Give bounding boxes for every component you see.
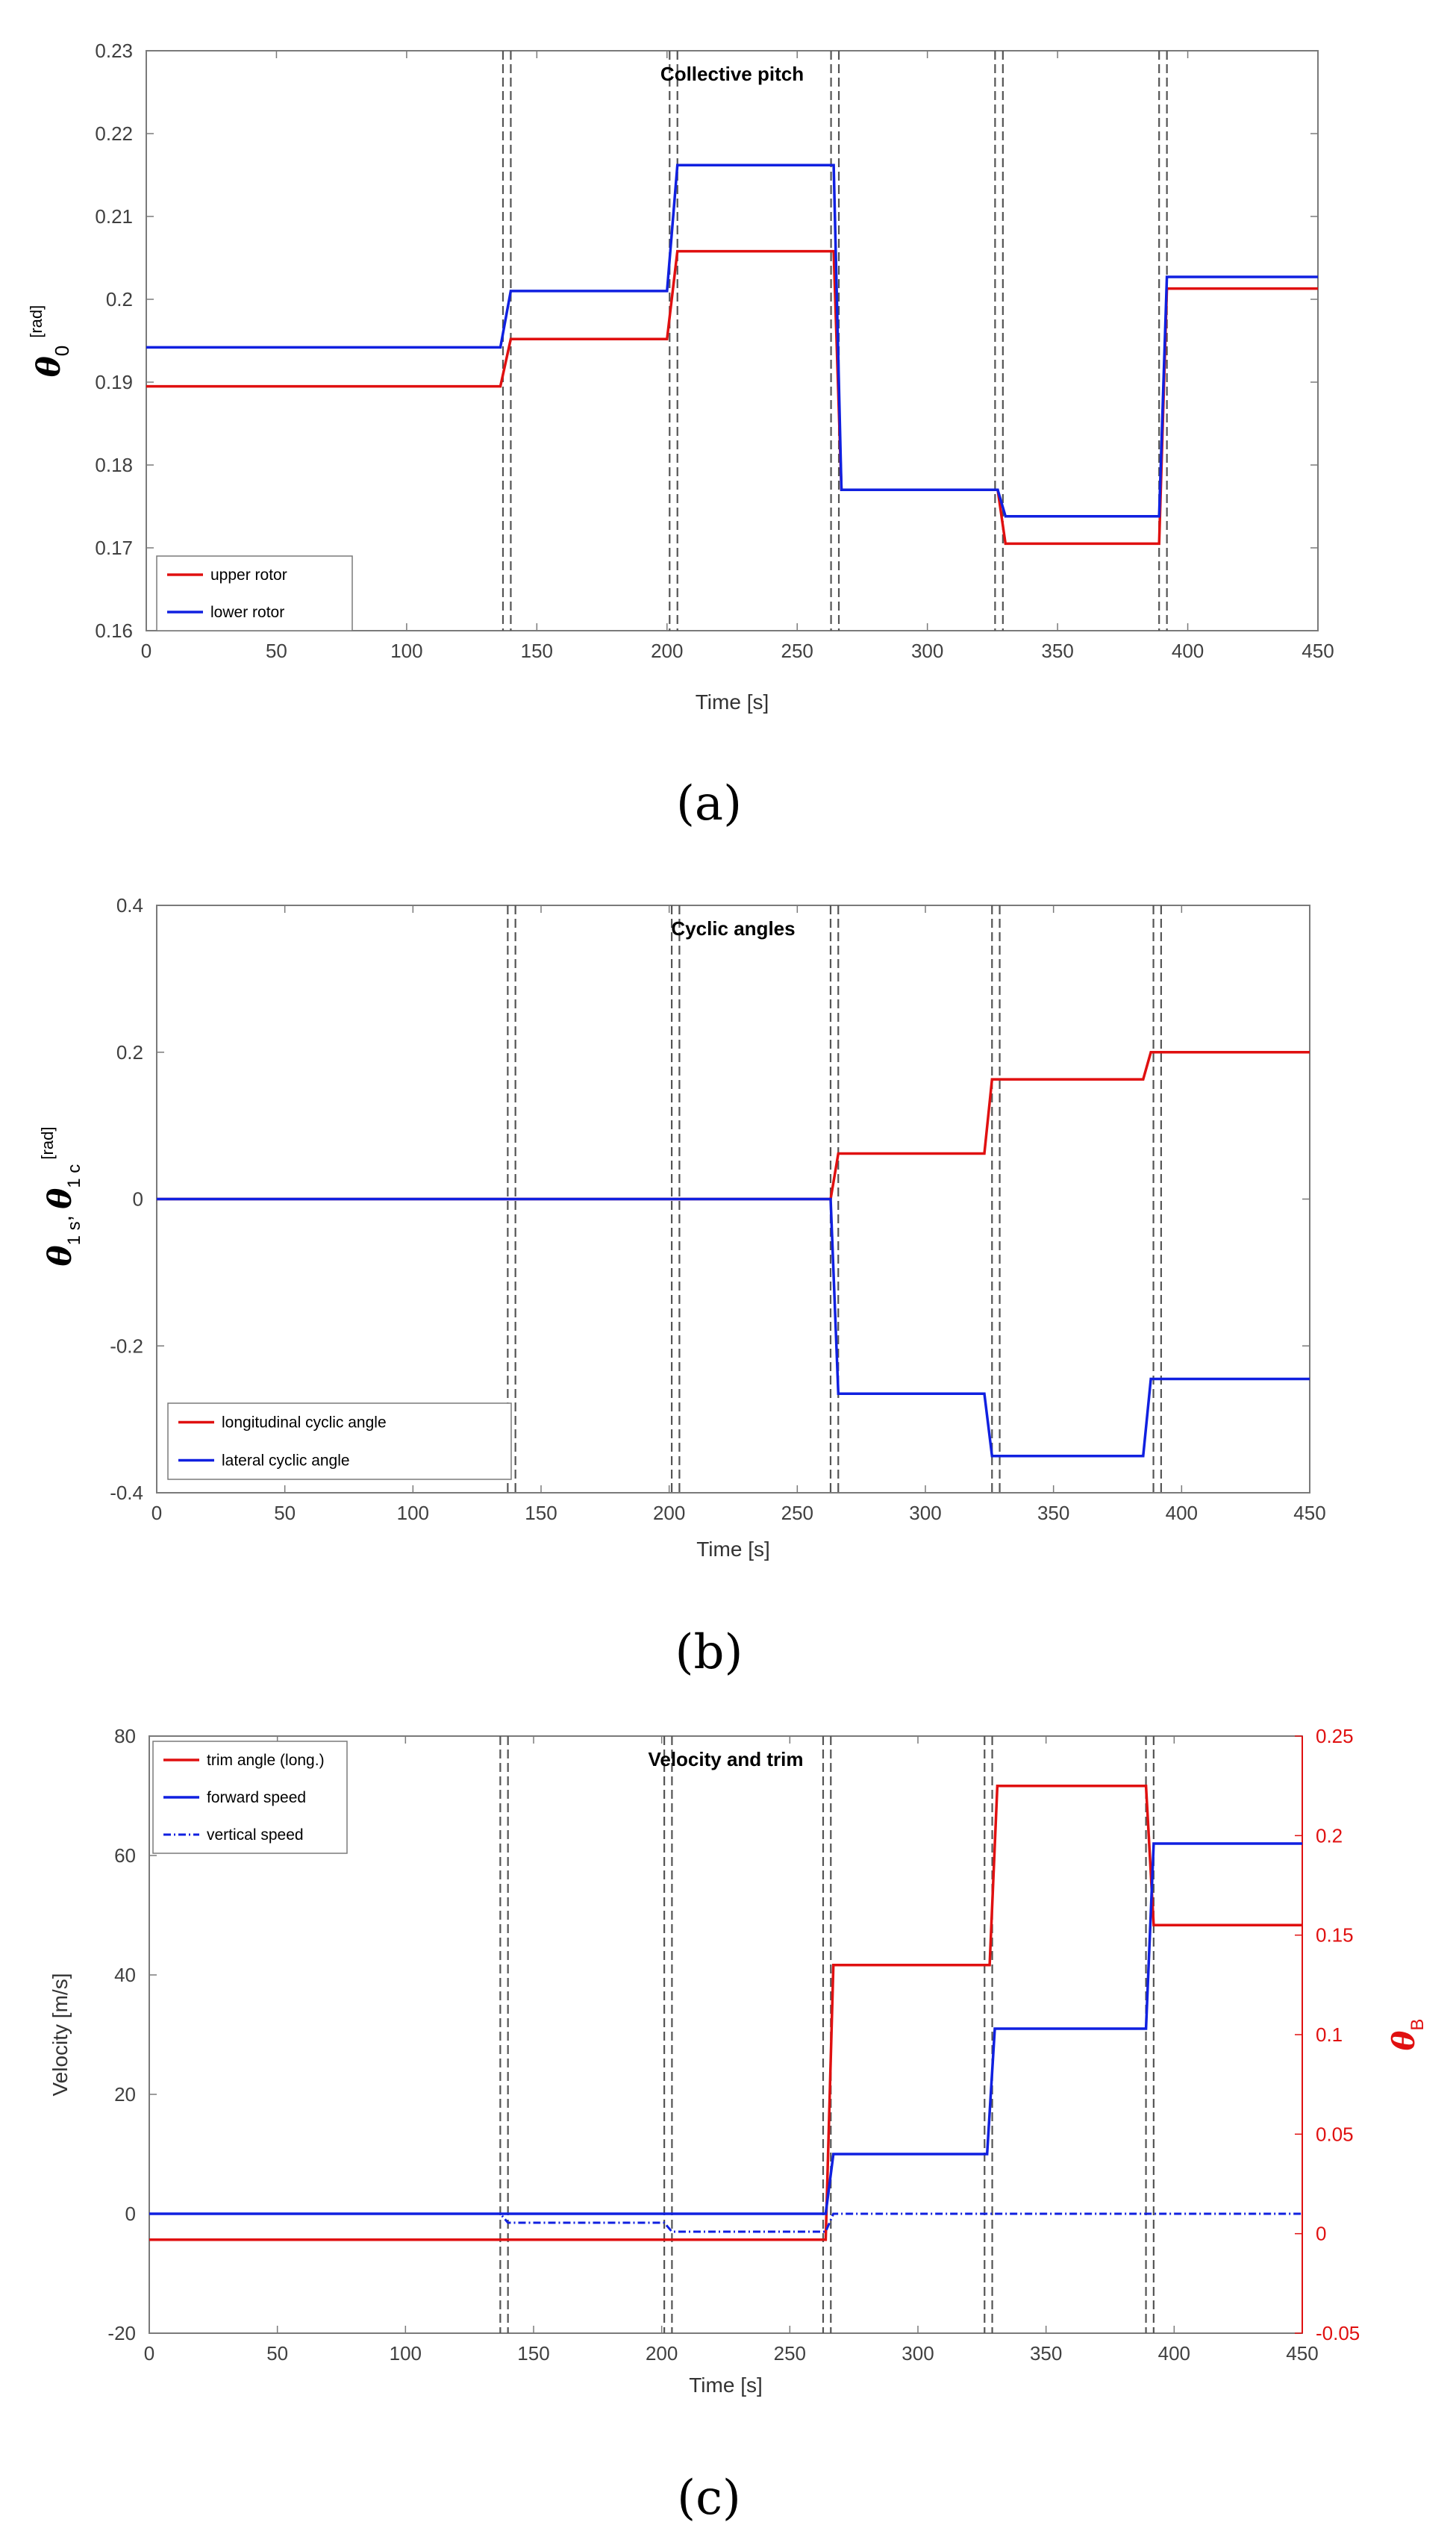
legend-label: vertical speed — [207, 1826, 304, 1844]
x-tick-label: 100 — [390, 2342, 422, 2365]
y-tick-label: 0.2 — [106, 288, 133, 310]
right-y-tick-label: 0.05 — [1316, 2123, 1354, 2145]
chart-title: Velocity and trim — [648, 1748, 803, 1770]
y-tick-label: -0.4 — [110, 1482, 143, 1504]
x-tick-label: 350 — [1030, 2342, 1062, 2365]
y-tick-label: 40 — [114, 1964, 136, 1986]
x-tick-label: 150 — [525, 1502, 557, 1524]
y-tick-label: 0.19 — [95, 371, 133, 393]
legend-label: longitudinal cyclic angle — [222, 1414, 387, 1432]
series-lower-rotor — [146, 163, 1318, 518]
y-tick-label: 0.16 — [95, 619, 133, 642]
x-tick-label: 0 — [144, 2342, 154, 2365]
x-tick-label: 350 — [1037, 1502, 1069, 1524]
x-tick-label: 50 — [266, 640, 287, 662]
series-lateral-cyclic-angle — [157, 1197, 1310, 1458]
y-tick-label: 0.4 — [116, 894, 143, 917]
x-tick-label: 400 — [1158, 2342, 1190, 2365]
legend-box — [156, 555, 353, 631]
x-tick-label: 450 — [1293, 1502, 1325, 1524]
y-tick-label: 80 — [114, 1725, 136, 1747]
x-tick-label: 300 — [909, 1502, 941, 1524]
y-axis-label: Velocity [m/s] — [49, 1973, 72, 2097]
x-tick-label: 150 — [517, 2342, 549, 2365]
x-tick-label: 400 — [1166, 1502, 1198, 1524]
caption-a: (a) — [676, 776, 742, 831]
legend-box — [167, 1402, 512, 1480]
y-tick-label: 0 — [125, 2203, 136, 2225]
x-tick-label: 50 — [274, 1502, 296, 1524]
right-y-axis-label: θB — [1387, 2019, 1428, 2051]
y-tick-label: -20 — [107, 2322, 136, 2344]
x-tick-label: 200 — [646, 2342, 678, 2365]
right-y-tick-label: 0 — [1316, 2223, 1326, 2245]
legend-label: upper rotor — [210, 567, 287, 584]
y-tick-label: 60 — [114, 1844, 136, 1867]
legend-label: lower rotor — [210, 604, 284, 621]
right-y-tick-label: -0.05 — [1316, 2322, 1360, 2344]
x-tick-label: 400 — [1172, 640, 1204, 662]
legend-label: trim angle (long.) — [207, 1752, 325, 1769]
caption-b: (b) — [675, 1625, 743, 1680]
chart-title: Cyclic angles — [671, 917, 795, 940]
x-tick-label: 0 — [141, 640, 151, 662]
x-tick-label: 250 — [774, 2342, 806, 2365]
series-longitudinal-cyclic-angle — [157, 1051, 1310, 1201]
chart-title: Collective pitch — [660, 63, 804, 85]
x-tick-label: 200 — [653, 1502, 685, 1524]
legend-label: lateral cyclic angle — [222, 1452, 350, 1470]
plot-area — [146, 50, 1319, 631]
x-axis-label: Time [s] — [696, 690, 769, 714]
y-tick-label: -0.2 — [110, 1335, 143, 1357]
y-tick-label: 0.17 — [95, 537, 133, 559]
x-tick-label: 100 — [390, 640, 422, 662]
y-tick-label: 0.23 — [95, 40, 133, 62]
x-tick-label: 450 — [1286, 2342, 1318, 2365]
x-tick-label: 250 — [781, 640, 813, 662]
y-tick-label: 0.2 — [116, 1041, 143, 1064]
y-tick-label: 0.18 — [95, 454, 133, 476]
legend-label: forward speed — [207, 1789, 306, 1806]
x-tick-label: 350 — [1041, 640, 1073, 662]
y-tick-label: 0.21 — [95, 205, 133, 228]
right-y-tick-label: 0.1 — [1316, 2023, 1343, 2046]
right-y-tick-label: 0.2 — [1316, 1824, 1343, 1847]
x-tick-label: 250 — [781, 1502, 813, 1524]
series-forward-speed — [149, 1842, 1302, 2215]
y-axis-label: θ1 s, θ1 c [rad] — [38, 1127, 84, 1267]
x-tick-label: 450 — [1302, 640, 1334, 662]
right-y-tick-label: 0.15 — [1316, 1924, 1354, 1947]
x-tick-label: 150 — [521, 640, 553, 662]
panel-c-velocity-and-trim: 0 50 100 150 200 250 300 350 400 450 -20 0 20 40 60 80 -… — [49, 1725, 1428, 2397]
right-y-tick-label: 0.25 — [1316, 1725, 1354, 1747]
panel-b-cyclic-angles: 0 50 100 150 200 250 300 350 400 450 -0.4 -0.2 0 0.2 0… — [38, 894, 1326, 1561]
caption-c: (c) — [677, 2471, 741, 2526]
x-tick-label: 0 — [151, 1502, 162, 1524]
series-vertical-speed — [149, 2212, 1302, 2233]
panel-a-collective-pitch: 0 50 100 150 200 250 300 350 400 450 0.16 0.17 0.18 0… — [27, 40, 1334, 714]
x-tick-label: 200 — [651, 640, 683, 662]
y-tick-label: 20 — [114, 2083, 136, 2106]
x-axis-label: Time [s] — [689, 2373, 763, 2397]
y-axis-label: θ0[rad] — [27, 305, 73, 378]
x-tick-label: 300 — [911, 640, 943, 662]
x-tick-label: 300 — [902, 2342, 934, 2365]
x-tick-label: 50 — [266, 2342, 288, 2365]
x-axis-label: Time [s] — [696, 1538, 770, 1561]
y-tick-label: 0 — [133, 1188, 143, 1211]
x-tick-label: 100 — [397, 1502, 429, 1524]
y-tick-label: 0.22 — [95, 122, 133, 145]
